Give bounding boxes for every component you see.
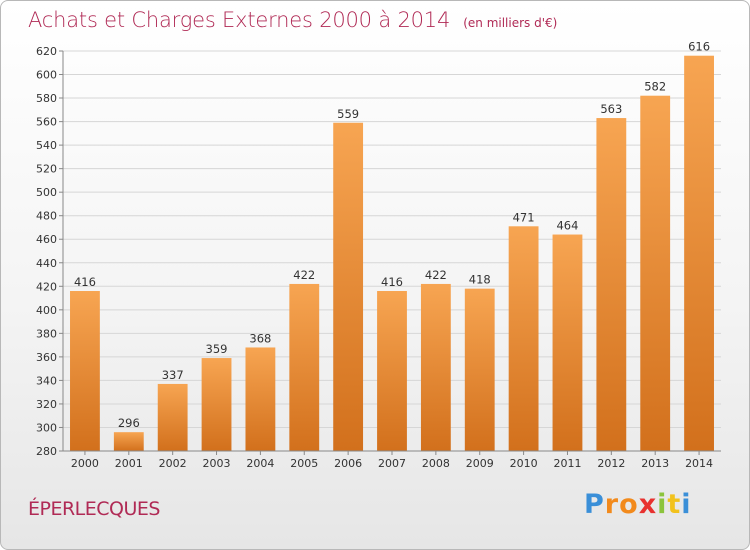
bar-2011 [552, 234, 583, 451]
x-tick-label-2009: 2009 [466, 457, 494, 470]
y-tick-label: 400 [36, 304, 57, 317]
logo-letter: x [638, 489, 658, 520]
chart-title: Achats et Charges Externes 2000 à 2014 (… [28, 8, 557, 32]
bar-2001 [113, 432, 144, 451]
y-tick-label: 380 [36, 327, 57, 340]
x-tick-label-2003: 2003 [203, 457, 231, 470]
proxiti-logo: Proxiti [584, 489, 692, 520]
data-label-2006: 559 [337, 107, 359, 121]
logo-letter: P [584, 489, 605, 520]
data-label-2013: 582 [644, 80, 666, 94]
x-tick-label-2005: 2005 [290, 457, 318, 470]
y-tick-label: 340 [36, 374, 57, 387]
y-tick-label: 520 [36, 163, 57, 176]
data-label-2007: 416 [381, 275, 403, 289]
data-label-2005: 422 [293, 268, 315, 282]
y-tick-label: 500 [36, 186, 57, 199]
data-label-2003: 359 [206, 342, 228, 356]
y-tick-label: 600 [36, 69, 57, 82]
x-tick-label-2007: 2007 [378, 457, 406, 470]
y-tick-label: 480 [36, 210, 57, 223]
data-label-2009: 418 [469, 273, 491, 287]
x-tick-label-2013: 2013 [641, 457, 669, 470]
x-tick-label-2014: 2014 [685, 457, 713, 470]
x-tick-label-2004: 2004 [246, 457, 274, 470]
bar-2012 [596, 118, 627, 451]
data-label-2010: 471 [513, 210, 535, 224]
y-tick-label: 580 [36, 92, 57, 105]
x-tick-label-2010: 2010 [510, 457, 538, 470]
chart-title-main: Achats et Charges Externes 2000 à 2014 [28, 8, 451, 32]
y-tick-label: 620 [36, 45, 57, 58]
logo-letter: o [619, 489, 639, 520]
x-tick-label-2008: 2008 [422, 457, 450, 470]
bar-2010 [508, 226, 539, 451]
bar-2003 [201, 358, 232, 451]
bar-2008 [420, 283, 451, 451]
data-label-2014: 616 [688, 40, 710, 54]
y-tick-label: 320 [36, 398, 57, 411]
data-label-2008: 422 [425, 268, 447, 282]
x-tick-label-2002: 2002 [159, 457, 187, 470]
y-tick-label: 460 [36, 233, 57, 246]
data-label-2001: 296 [118, 416, 140, 430]
data-label-2002: 337 [162, 368, 184, 382]
data-label-2012: 563 [600, 102, 622, 116]
bar-2005 [289, 283, 320, 451]
bars: 416 296 337 359 368 422 559 416 422 418 471 464 563 5… [70, 40, 714, 452]
commune-name: ÉPERLECQUES [28, 498, 160, 520]
bar-2007 [377, 291, 407, 451]
x-tick-label-2012: 2012 [597, 457, 625, 470]
logo-letter: r [604, 489, 620, 520]
logo-letter: i [657, 489, 668, 520]
bar-2000 [70, 291, 100, 451]
x-tick-label-2011: 2011 [553, 457, 581, 470]
y-tick-label: 360 [36, 351, 57, 364]
y-tick-label: 540 [36, 139, 57, 152]
axes: 280 300 320 340 360 380 400 420 440 460 480 500 520 5… [36, 45, 721, 470]
data-label-2000: 416 [74, 275, 96, 289]
y-tick-label: 440 [36, 257, 57, 270]
x-tick-label-2001: 2001 [115, 457, 143, 470]
logo-letter: i [681, 489, 692, 520]
bar-2006 [333, 122, 364, 451]
y-tick-label: 300 [36, 421, 57, 434]
bar-2004 [245, 347, 276, 451]
chart-unit-note: (en milliers d'€) [463, 16, 558, 30]
bar-2009 [464, 288, 495, 451]
y-tick-label: 420 [36, 280, 57, 293]
bar-2014 [684, 55, 714, 452]
x-tick-label-2006: 2006 [334, 457, 362, 470]
data-label-2011: 464 [556, 219, 578, 233]
bar-2002 [157, 383, 188, 451]
y-tick-label: 560 [36, 116, 57, 129]
data-label-2004: 368 [249, 331, 271, 345]
bar-2013 [640, 95, 671, 452]
x-tick-label-2000: 2000 [71, 457, 99, 470]
logo-letter: t [667, 489, 682, 520]
y-tick-label: 280 [36, 445, 57, 458]
